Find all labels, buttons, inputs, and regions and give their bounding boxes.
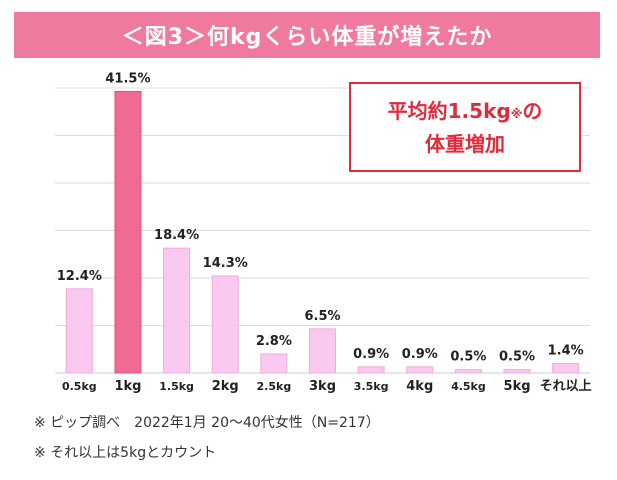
data-label: 0.5% xyxy=(450,350,486,365)
bar-それ以上 xyxy=(552,363,580,374)
bar-4.5kg xyxy=(454,369,482,374)
data-label: 18.4% xyxy=(154,228,199,243)
bar-2kg xyxy=(211,275,239,374)
average-callout: 平均約1.5kg※の 体重増加 xyxy=(349,82,581,172)
bar-1kg xyxy=(114,90,142,374)
x-tick-label: 1.5kg xyxy=(159,380,194,393)
bar-0.5kg xyxy=(65,288,93,374)
x-tick-label: それ以上 xyxy=(540,379,592,394)
data-label: 41.5% xyxy=(105,71,150,86)
x-tick-label: 2.5kg xyxy=(257,380,292,393)
bar-2.5kg xyxy=(260,353,288,374)
data-label: 6.5% xyxy=(304,309,340,324)
bar-4kg xyxy=(406,366,434,374)
x-tick-label: 2kg xyxy=(212,379,239,394)
data-label: 0.9% xyxy=(402,347,438,362)
chart-title: ＜図3＞何kgくらい体重が増えたか xyxy=(14,12,600,58)
bar-3.5kg xyxy=(357,366,385,374)
bar-3kg xyxy=(309,328,336,374)
x-tick-label: 3kg xyxy=(309,379,336,394)
footnotes: ※ ピップ調べ 2022年1月 20〜40代女性（N=217） ※ それ以上は5… xyxy=(34,408,380,468)
data-label: 1.4% xyxy=(548,344,584,359)
data-label: 2.8% xyxy=(256,334,292,349)
x-tick-label: 0.5kg xyxy=(62,380,97,393)
callout-line-2: 体重増加 xyxy=(425,131,505,156)
x-tick-label: 4kg xyxy=(406,379,433,394)
data-label: 14.3% xyxy=(203,256,248,271)
data-label: 0.9% xyxy=(353,347,389,362)
data-label: 0.5% xyxy=(499,350,535,365)
x-tick-label: 1kg xyxy=(114,379,141,394)
x-tick-label: 5kg xyxy=(504,379,531,394)
bar-5kg xyxy=(503,369,531,374)
callout-note-mark: ※ xyxy=(510,106,523,121)
footnote-definition: ※ それ以上は5kgとカウント xyxy=(34,445,217,461)
callout-particle: の xyxy=(522,98,543,123)
data-label: 12.4% xyxy=(57,269,102,284)
bar-1.5kg xyxy=(163,247,191,374)
callout-average-text: 平均約1.5kg xyxy=(387,98,511,123)
x-tick-label: 3.5kg xyxy=(354,380,389,393)
callout-line-1: 平均約1.5kg※の xyxy=(388,96,543,129)
footnote-source: ※ ピップ調べ 2022年1月 20〜40代女性（N=217） xyxy=(34,415,380,431)
x-tick-label: 4.5kg xyxy=(451,380,486,393)
